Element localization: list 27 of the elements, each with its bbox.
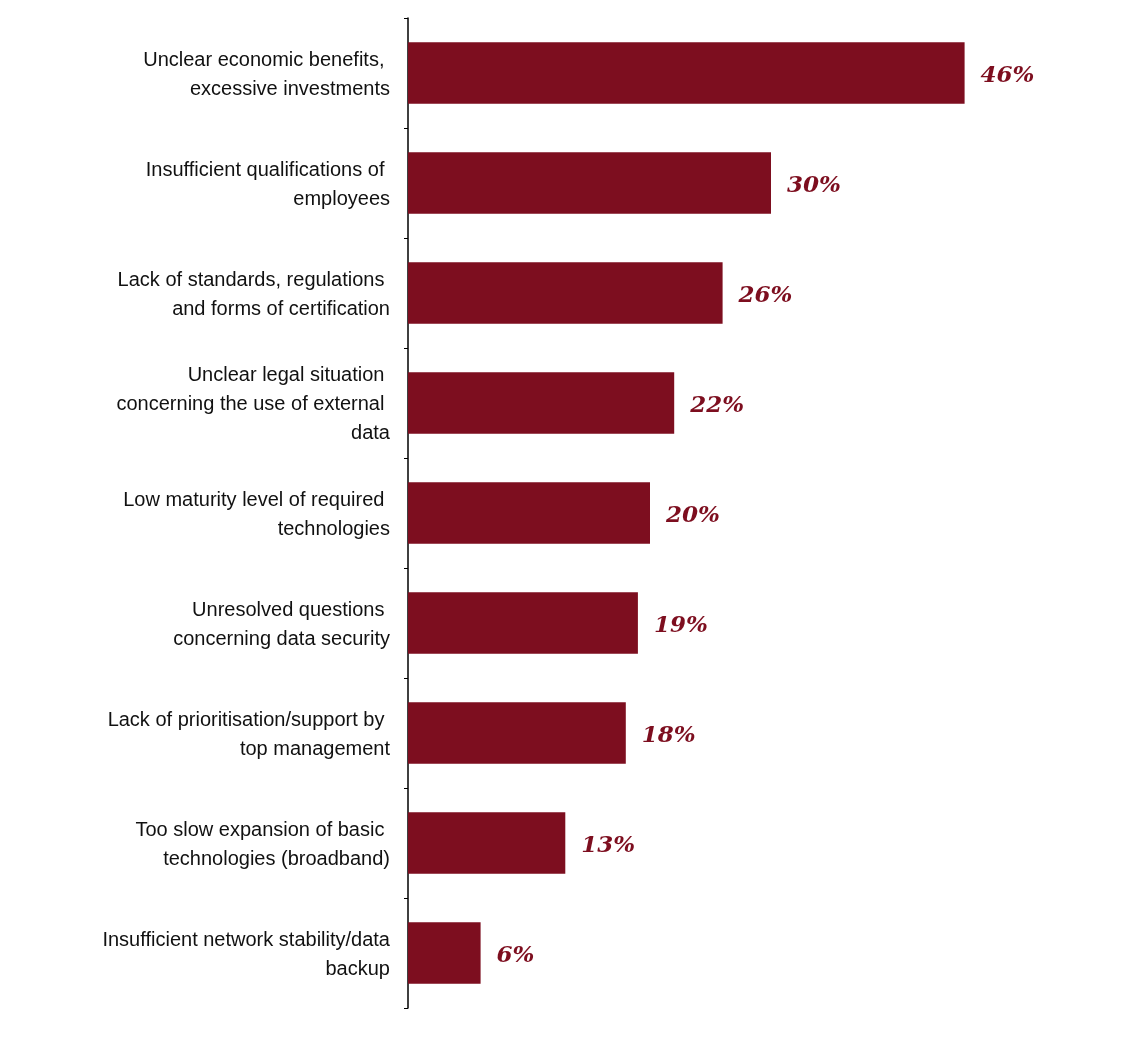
y-tick-label: Insufficient qualifications of employees: [145, 157, 390, 209]
data-label: 26%: [737, 279, 793, 307]
bar: [408, 812, 566, 874]
data-label: 13%: [581, 829, 636, 857]
bar: [408, 922, 481, 984]
data-label: 22%: [689, 389, 745, 417]
bar: [408, 262, 723, 324]
y-tick-label: Low maturity level of required technologies: [123, 487, 390, 539]
bar: [408, 372, 675, 434]
y-tick-label: Lack of prioritisation/support by top management: [107, 707, 391, 759]
data-label: 20%: [665, 499, 720, 527]
y-tick-label: Insufficient network stability/data backup: [102, 927, 391, 979]
bar: [408, 42, 965, 104]
data-label: 19%: [653, 609, 708, 637]
bar: [408, 702, 626, 764]
data-label: 46%: [980, 59, 1035, 87]
y-tick-label: Unclear legal situation concerning the use of external data: [116, 363, 391, 443]
data-label: 6%: [496, 939, 535, 967]
data-label: 18%: [641, 719, 696, 747]
bar: [408, 592, 638, 654]
data-label: 30%: [787, 169, 841, 197]
y-tick-label: Unresolved questions concerning data security: [173, 597, 390, 649]
y-tick-label: Lack of standards, regulations and forms of certification: [117, 267, 390, 319]
bar: [408, 152, 771, 214]
y-tick-label: Too slow expansion of basic technologies (broadband): [135, 817, 390, 869]
bar: [408, 482, 650, 544]
y-tick-label: Unclear economic benefits, excessive investments: [143, 47, 390, 99]
